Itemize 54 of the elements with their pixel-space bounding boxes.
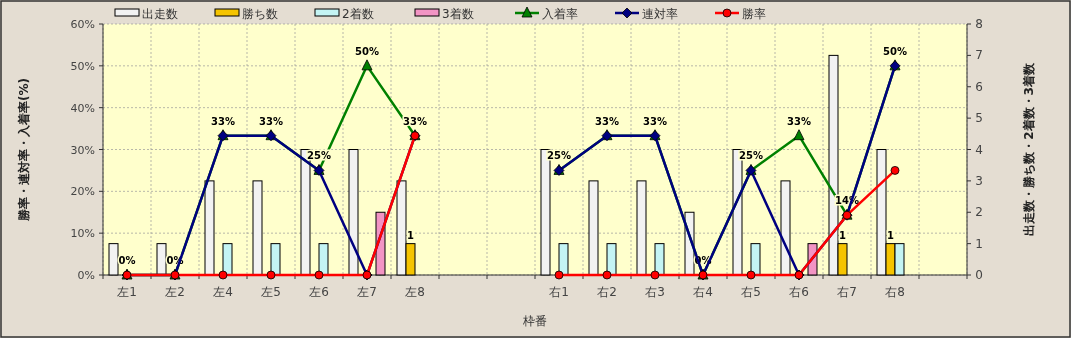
legend-label: 3着数 — [442, 7, 474, 21]
x-tick-label: 右7 — [837, 285, 857, 299]
y2-tick-label: 2 — [975, 205, 983, 220]
x-tick-label: 右2 — [597, 285, 617, 299]
x-tick-label: 右6 — [789, 285, 809, 299]
y-tick-label: 20% — [70, 185, 95, 199]
data-label: 1 — [887, 229, 895, 241]
x-tick-label: 右4 — [693, 285, 713, 299]
data-label: 33% — [211, 115, 235, 127]
y-axis-title: 勝率・連対率・入着率(%) — [17, 78, 31, 222]
x-tick-label: 左6 — [309, 285, 329, 299]
x-tick-label: 右3 — [645, 285, 665, 299]
data-label: 25% — [739, 150, 763, 162]
y2-tick-label: 6 — [975, 79, 983, 94]
x-tick-label: 左2 — [165, 285, 185, 299]
y-tick-label: 60% — [70, 18, 95, 31]
y2-tick-label: 4 — [975, 142, 983, 157]
data-label: 1 — [407, 229, 415, 241]
data-label: 50% — [883, 45, 907, 57]
x-tick-label: 右1 — [549, 285, 569, 299]
data-label: 33% — [787, 115, 811, 127]
data-label: 1 — [839, 229, 847, 241]
y-tick-label: 0% — [77, 269, 95, 282]
y2-tick-label: 0 — [975, 268, 983, 282]
data-label: 0% — [118, 255, 136, 266]
x-tick-label: 左8 — [405, 285, 425, 299]
x-tick-label: 左5 — [261, 285, 281, 299]
y-tick-label: 40% — [70, 101, 95, 115]
x-tick-label: 左1 — [117, 285, 137, 299]
y-tick-label: 50% — [70, 59, 95, 73]
data-label: 33% — [259, 115, 283, 127]
legend-label: 勝率 — [742, 7, 766, 21]
x-tick-label: 左7 — [357, 285, 377, 299]
y2-tick-label: 7 — [975, 48, 983, 63]
y-tick-label: 30% — [70, 143, 95, 157]
legend-label: 出走数 — [142, 7, 178, 21]
data-label: 50% — [355, 45, 379, 57]
y2-tick-label: 3 — [975, 173, 983, 188]
legend-label: 勝ち数 — [242, 7, 278, 21]
y-tick-label: 10% — [70, 227, 95, 241]
y2-tick-label: 5 — [975, 111, 983, 126]
x-axis-title: 枠番 — [522, 314, 547, 328]
legend-label: 連対率 — [642, 7, 678, 21]
x-tick-label: 右5 — [741, 285, 761, 299]
data-label: 33% — [595, 115, 619, 127]
data-label: 33% — [643, 115, 667, 127]
y2-axis-title: 出走数・勝ち数・2着数・3着数 — [1022, 62, 1036, 236]
y2-tick-label: 1 — [975, 236, 983, 251]
x-tick-label: 右8 — [885, 285, 905, 299]
data-label: 25% — [547, 150, 571, 162]
legend-label: 2着数 — [342, 7, 374, 21]
y2-tick-label: 8 — [975, 17, 983, 31]
legend-label: 入着率 — [542, 7, 578, 21]
x-tick-label: 左4 — [213, 285, 233, 299]
